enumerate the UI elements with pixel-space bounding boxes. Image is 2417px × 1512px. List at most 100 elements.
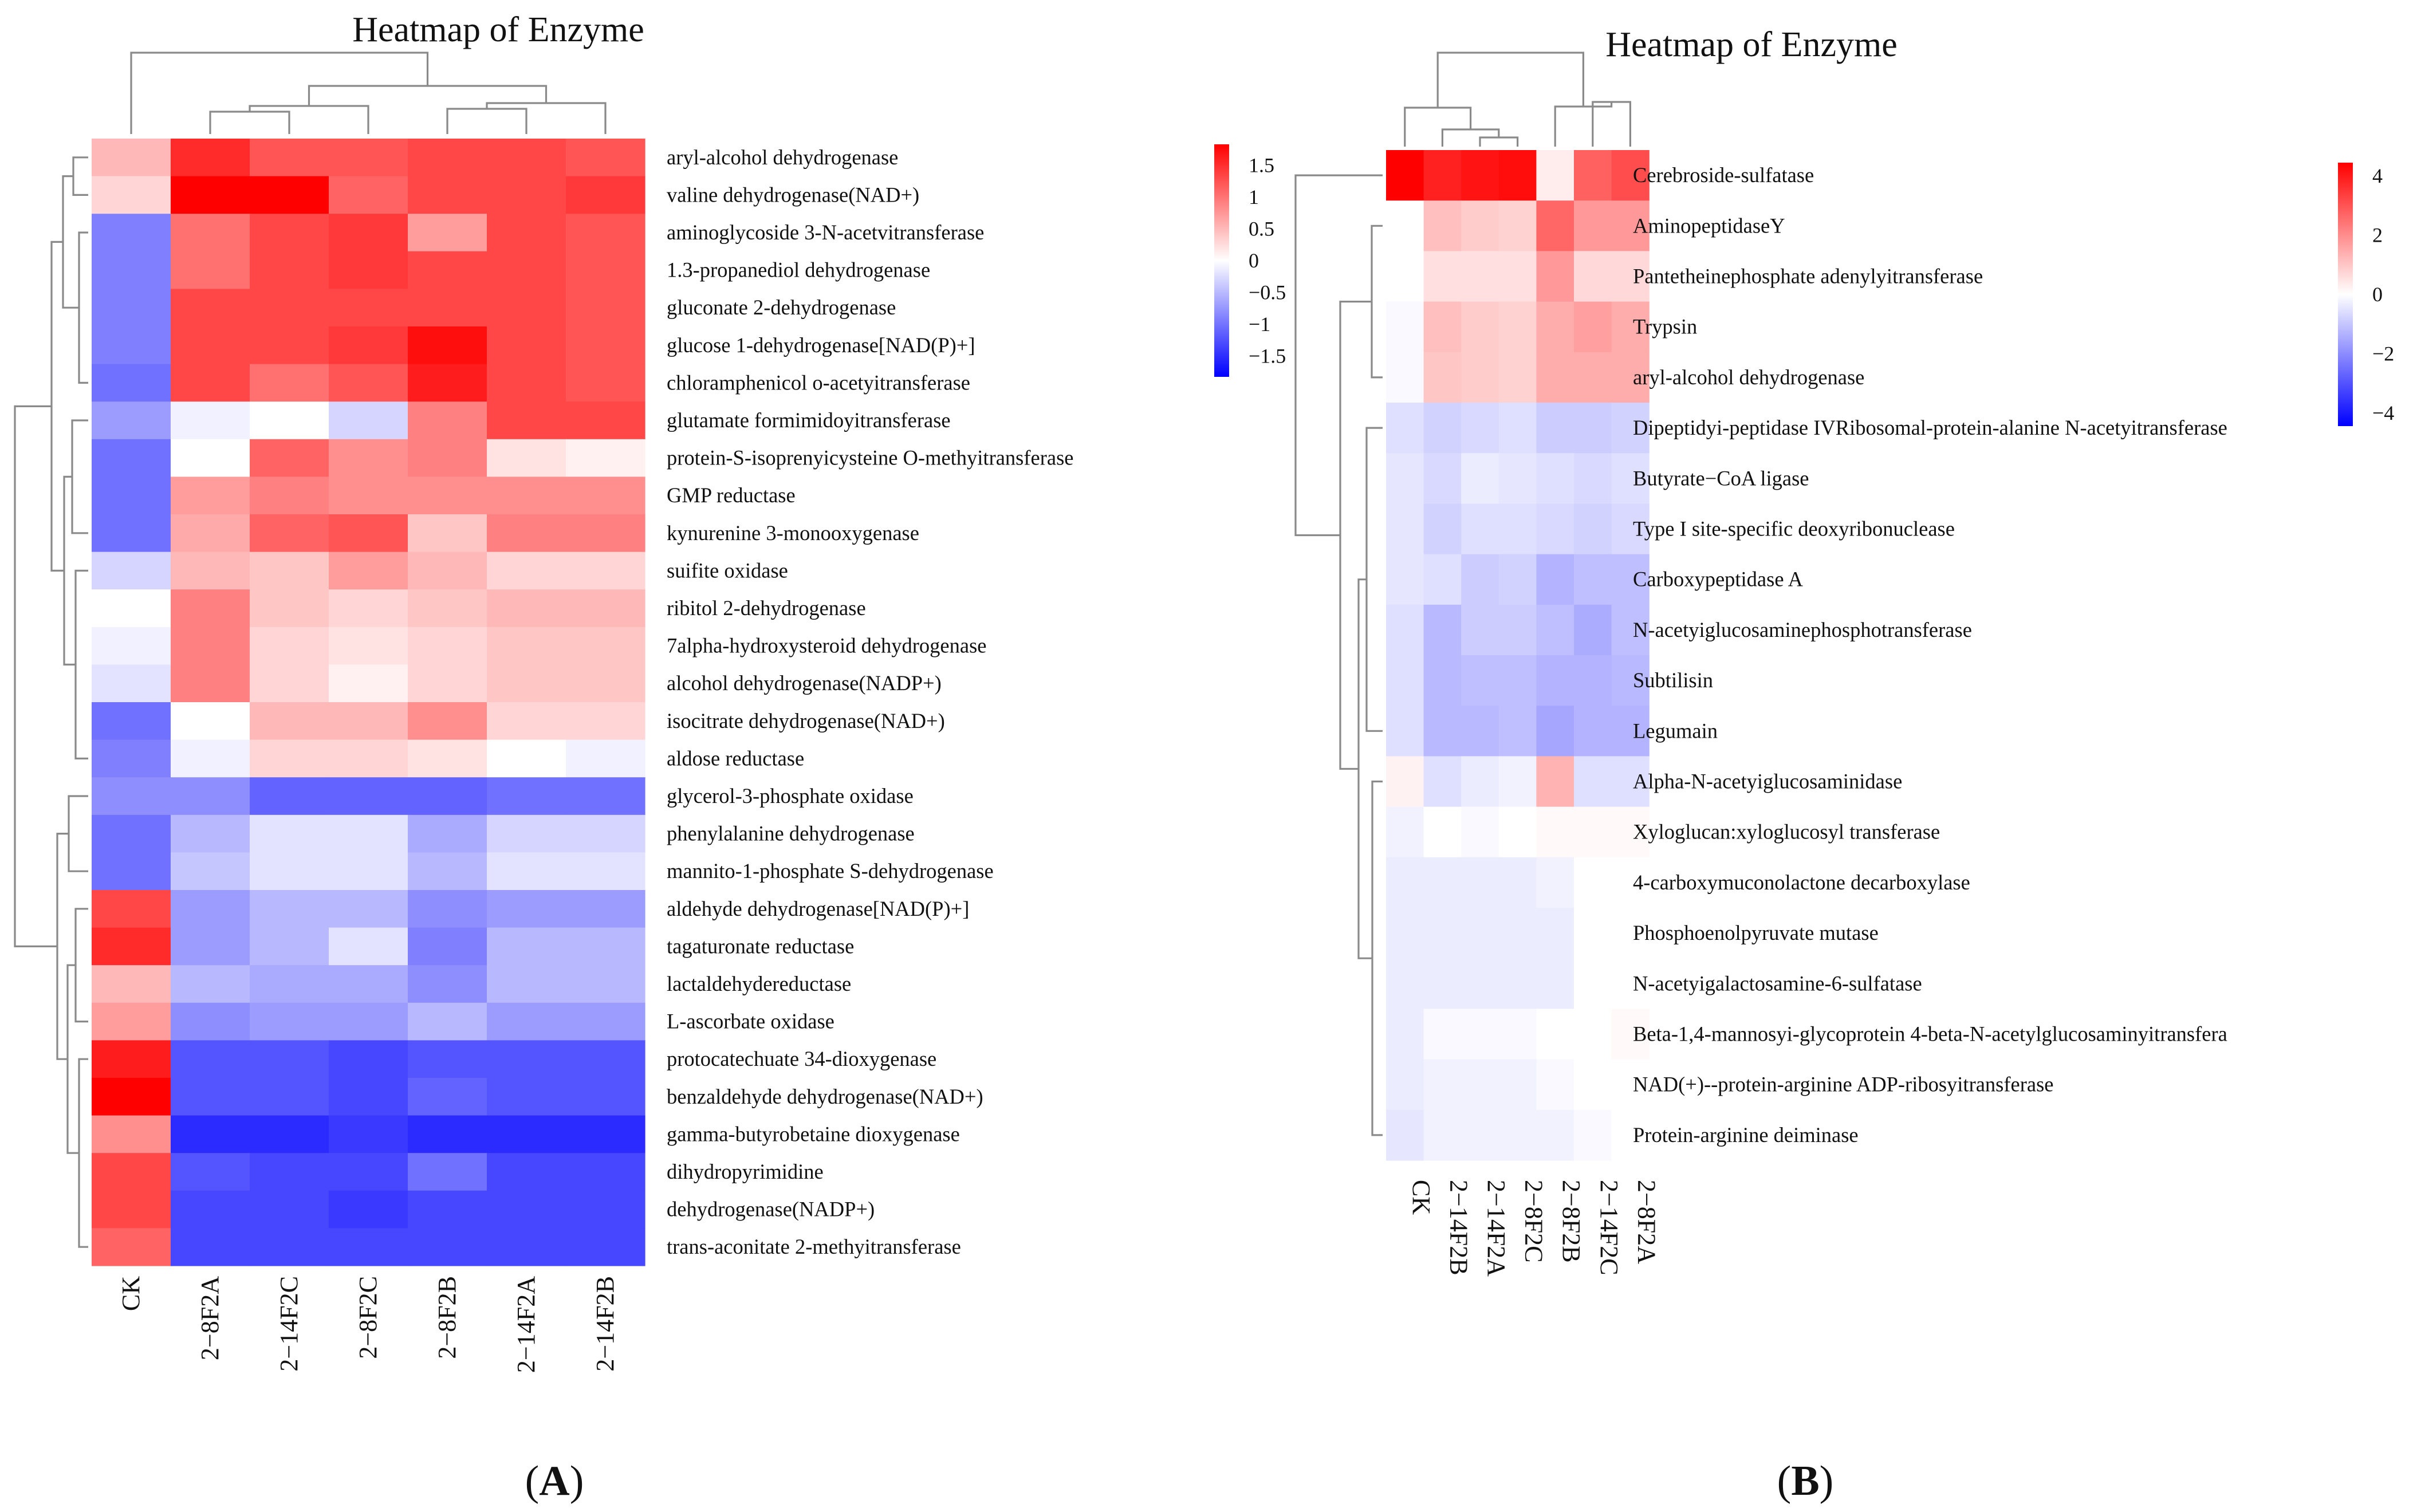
heatmap-cell <box>1498 453 1537 504</box>
heatmap-cell <box>566 139 645 177</box>
heatmap-cell <box>171 777 250 816</box>
heatmap-cell <box>329 814 408 853</box>
heatmap-cell <box>487 1190 566 1228</box>
heatmap-cell <box>329 777 408 816</box>
heatmap-cell <box>171 1190 250 1228</box>
heatmap-cell <box>92 1115 171 1153</box>
heatmap-cell <box>566 1115 645 1153</box>
heatmap-cell <box>1498 1059 1537 1111</box>
row-label: aminoglycoside 3-N-acetvitransferase <box>667 220 984 244</box>
heatmap-cell <box>408 927 487 966</box>
heatmap-cell <box>171 814 250 853</box>
heatmap-cell <box>1536 1009 1574 1060</box>
heatmap-cell <box>1461 453 1499 504</box>
heatmap-cell <box>1574 301 1612 353</box>
heatmap-cell <box>566 176 645 214</box>
heatmap-cell <box>329 1228 408 1266</box>
row-label: Subtilisin <box>1633 668 1713 692</box>
heatmap-cell <box>1461 806 1499 858</box>
heatmap-cell <box>1611 604 1650 656</box>
heatmap-cell <box>1574 150 1612 201</box>
heatmap-cell <box>1498 403 1537 454</box>
heatmap-cell <box>1536 958 1574 1009</box>
heatmap-cell <box>487 1040 566 1078</box>
heatmap-cell <box>566 627 645 665</box>
heatmap-cell <box>250 702 329 741</box>
heatmap-cell <box>1498 503 1537 555</box>
row-label: AminopeptidaseY <box>1633 214 1785 237</box>
heatmap-cell <box>566 1190 645 1228</box>
heatmap-cell <box>250 927 329 966</box>
row-label: 7alpha-hydroxysteroid dehydrogenase <box>667 634 986 657</box>
heatmap-cell <box>1611 655 1650 706</box>
heatmap-cell <box>1423 1109 1462 1161</box>
row-label: gluconate 2-dehydrogenase <box>667 296 896 319</box>
heatmap-cell <box>1574 958 1612 1009</box>
heatmap-cell <box>408 1002 487 1041</box>
heatmap-cell <box>92 326 171 365</box>
heatmap-cell <box>1498 604 1537 656</box>
heatmap-cell <box>1498 756 1537 808</box>
heatmap-cell <box>566 289 645 327</box>
row-label: chloramphenicol o-acetyitransferase <box>667 371 970 394</box>
heatmap-cell <box>1386 150 1424 201</box>
heatmap-cell <box>1574 453 1612 504</box>
heatmap-cell <box>250 664 329 703</box>
heatmap-cell <box>1611 1059 1650 1111</box>
heatmap-cell <box>250 1115 329 1153</box>
heatmap-cell <box>1498 1109 1537 1161</box>
heatmap-cell <box>1423 604 1462 656</box>
heatmap-cell <box>1461 908 1499 959</box>
dendrogram-branches <box>1294 174 1383 1136</box>
heatmap-cell <box>92 777 171 816</box>
heatmap-cell <box>487 552 566 590</box>
heatmap-cell <box>487 1228 566 1266</box>
heatmap-cell <box>408 627 487 665</box>
heatmap-cell <box>1574 1009 1612 1060</box>
heatmap-cell <box>1461 352 1499 403</box>
heatmap-cell <box>566 927 645 966</box>
heatmap-cell <box>1574 1109 1612 1161</box>
heatmap-cell <box>1498 908 1537 959</box>
heatmap-cell <box>408 777 487 816</box>
legend-tick-label: 0.5 <box>1249 218 1274 241</box>
heatmap-cell <box>92 1078 171 1116</box>
row-label: benzaldehyde dehydrogenase(NAD+) <box>667 1085 983 1108</box>
row-label: trans-aconitate 2-methyitransferase <box>667 1235 961 1258</box>
row-label: glutamate formimidoyitransferase <box>667 408 951 432</box>
heatmap-cell <box>408 1078 487 1116</box>
heatmap-cell <box>487 514 566 553</box>
heatmap-cell <box>1386 403 1424 454</box>
heatmap-cell <box>487 777 566 816</box>
heatmap-cell <box>171 251 250 289</box>
row-label: valine dehydrogenase(NAD+) <box>667 183 919 206</box>
row-label: glucose 1-dehydrogenase[NAD(P)+] <box>667 333 975 357</box>
heatmap-cell <box>1386 655 1424 706</box>
heatmap-cell <box>1461 857 1499 908</box>
heatmap-cell <box>92 664 171 703</box>
panel-b-heatmap-cells <box>1386 150 1650 1161</box>
legend-tick-label: −1 <box>1249 313 1270 336</box>
column-label: 2−8F2B <box>1557 1180 1585 1263</box>
heatmap-cell <box>250 289 329 327</box>
heatmap-cell <box>1386 200 1424 251</box>
row-label: 1.3-propanediol dehydrogenase <box>667 258 930 282</box>
heatmap-cell <box>487 439 566 477</box>
heatmap-cell <box>92 852 171 891</box>
heatmap-cell <box>329 890 408 928</box>
heatmap-cell <box>92 289 171 327</box>
row-label: Carboxypeptidase A <box>1633 568 1804 591</box>
heatmap-cell <box>92 702 171 741</box>
heatmap-cell <box>250 852 329 891</box>
heatmap-cell <box>1536 503 1574 555</box>
heatmap-cell <box>487 627 566 665</box>
heatmap-cell <box>566 814 645 853</box>
heatmap-cell <box>250 814 329 853</box>
panel-b-color-legend: 4 2 0 −2 −4 <box>2338 163 2394 426</box>
heatmap-cell <box>329 401 408 440</box>
heatmap-cell <box>1611 958 1650 1009</box>
heatmap-cell <box>1386 958 1424 1009</box>
heatmap-cell <box>566 1153 645 1191</box>
heatmap-cell <box>171 1115 250 1153</box>
heatmap-cell <box>487 965 566 1003</box>
